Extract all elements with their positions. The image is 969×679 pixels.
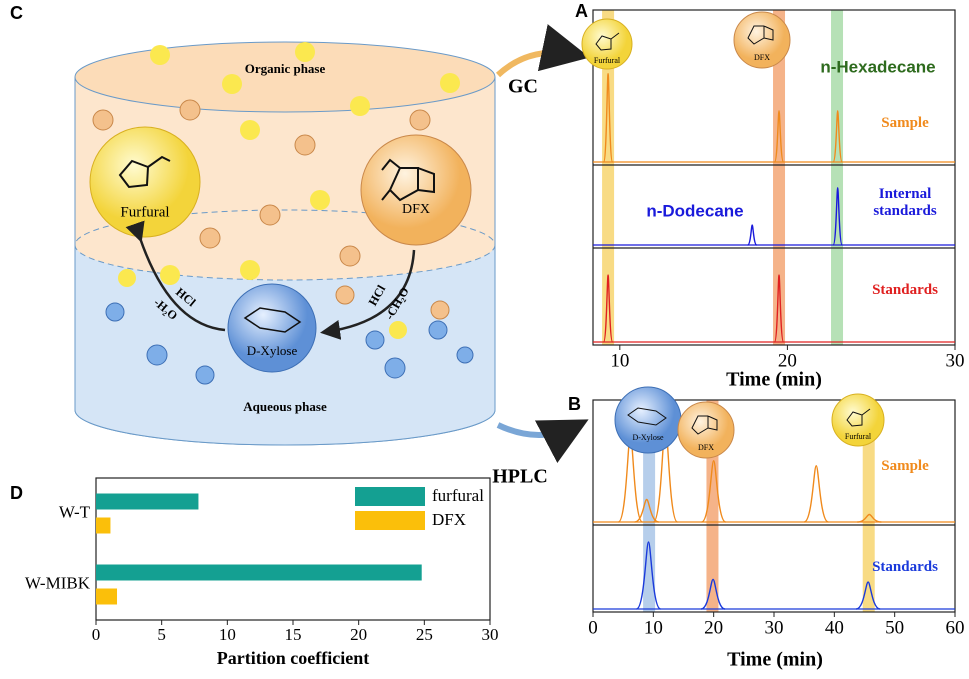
x-tick-label: 0 [92,625,101,644]
x-tick-label: 25 [416,625,433,644]
legend-swatch [355,511,425,530]
peak-band [862,400,875,612]
x-tick-label: 50 [885,617,904,638]
x-tick-label: 30 [482,625,499,644]
method-label: GC [508,76,538,98]
peak-band [831,10,844,345]
peak [602,274,614,343]
x-axis-label: Partition coefficient [217,648,369,668]
legend-label: DFX [432,510,466,529]
peak [635,541,662,610]
inset-label: Furfural [594,56,621,65]
peak [602,72,614,163]
plot-frame [592,9,956,346]
inset-label: Furfural [845,432,872,441]
x-tick-label: 10 [219,625,236,644]
molecules [89,24,590,463]
x-tick-label: 20 [778,350,797,371]
x-tick-label: 20 [350,625,367,644]
phase-label: Organic phase [245,61,326,76]
peak [747,224,758,246]
legend-swatch [355,487,425,506]
trace-label: Standards [872,559,938,575]
inset-label: D-Xylose [632,433,664,442]
x-axis-label: Time (min) [726,369,822,391]
peak-band [773,10,786,345]
molecule-label: D-Xylose [247,343,298,358]
peak [832,110,843,163]
y-tick-label: W-T [59,502,91,521]
peak [832,187,843,246]
annotation: n-Dodecane [646,201,743,220]
method-label: HPLC [492,466,548,488]
x-tick-label: 5 [157,625,166,644]
peak [857,513,882,523]
trace-label: Sample [881,458,929,474]
trace-label: Internal standards [873,186,937,219]
panel-letter: D [10,483,23,503]
peak [773,274,785,343]
peak [700,460,727,523]
x-tick-label: 60 [946,617,965,638]
bar [96,564,422,581]
panel-letter: A [575,1,588,21]
x-axis-label: Time (min) [727,649,823,671]
trace-label: Sample [881,115,929,131]
peak [634,498,659,523]
molecule-label: DFX [402,202,430,217]
peak-band [602,10,615,345]
x-tick-label: 10 [610,350,629,371]
x-tick-label: 40 [825,617,844,638]
peak [773,110,785,163]
panel-letter: C [10,3,23,23]
peak [700,578,726,610]
y-tick-label: W-MIBK [25,573,91,592]
x-tick-label: 20 [704,617,723,638]
trace-label: Standards [872,282,938,298]
peak [855,581,881,610]
phase-label: Aqueous phase [243,399,327,414]
panel-letter: B [568,394,581,414]
cylinder [74,41,496,446]
inset-label: DFX [698,443,714,452]
x-tick-label: 10 [644,617,663,638]
bar [96,517,111,534]
bar [96,588,118,605]
x-tick-label: 30 [946,350,965,371]
inset-label: DFX [754,53,770,62]
peak [803,465,829,523]
bar [96,493,199,510]
insets: Furfural DFX D-Xylose DFX Furfural [581,11,885,459]
x-tick-label: 15 [285,625,302,644]
x-tick-label: 30 [765,617,784,638]
legend-label: furfural [432,486,484,505]
molecule-label: Furfural [120,204,169,220]
annotation: n-Hexadecane [820,57,935,76]
x-tick-label: 0 [588,617,598,638]
